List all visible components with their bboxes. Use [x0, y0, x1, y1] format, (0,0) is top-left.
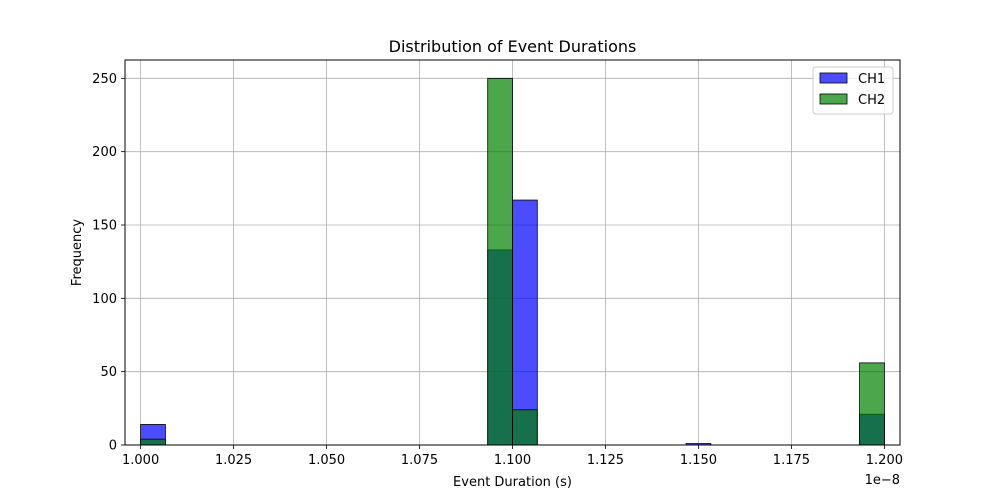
bar-ch1 — [512, 199, 538, 446]
legend: CH1 CH2 — [812, 66, 894, 115]
legend-label-ch2: CH2 — [858, 93, 885, 108]
bar-ch2 — [512, 409, 538, 446]
x-offset-label: 1e−8 — [865, 473, 900, 488]
x-tick-label: 1.025 — [215, 453, 252, 468]
x-tick-label: 1.100 — [494, 453, 531, 468]
x-tick-label: 1.075 — [401, 453, 438, 468]
y-tick-label: 150 — [92, 219, 117, 234]
legend-swatch-ch1 — [819, 72, 848, 84]
x-tick-label: 1.050 — [308, 453, 345, 468]
x-axis-ticks: 1.000 1.025 1.050 1.075 1.100 1.125 1.150 1.175… — [122, 445, 903, 468]
x-axis-label: Event Duration (s) — [453, 475, 572, 490]
x-tick-label: 1.000 — [122, 453, 159, 468]
histogram-bars — [140, 77, 885, 446]
x-tick-label: 1.200 — [866, 453, 903, 468]
bar-ch2 — [487, 77, 513, 446]
bar-ch2 — [140, 438, 166, 446]
legend-swatch-ch2 — [819, 93, 848, 105]
y-tick-label: 100 — [92, 292, 117, 307]
y-axis-label: Frequency — [70, 219, 85, 286]
y-tick-label: 200 — [92, 145, 117, 160]
y-axis-ticks: 0 50 100 150 200 250 — [92, 72, 125, 454]
y-tick-label: 0 — [109, 439, 117, 454]
y-tick-label: 250 — [92, 72, 117, 87]
y-tick-label: 50 — [100, 365, 117, 380]
x-tick-label: 1.175 — [773, 453, 810, 468]
chart-title: Distribution of Event Durations — [389, 37, 637, 56]
x-tick-label: 1.150 — [680, 453, 717, 468]
legend-label-ch1: CH1 — [858, 72, 885, 87]
x-tick-label: 1.125 — [587, 453, 624, 468]
bar-ch2 — [859, 362, 885, 446]
